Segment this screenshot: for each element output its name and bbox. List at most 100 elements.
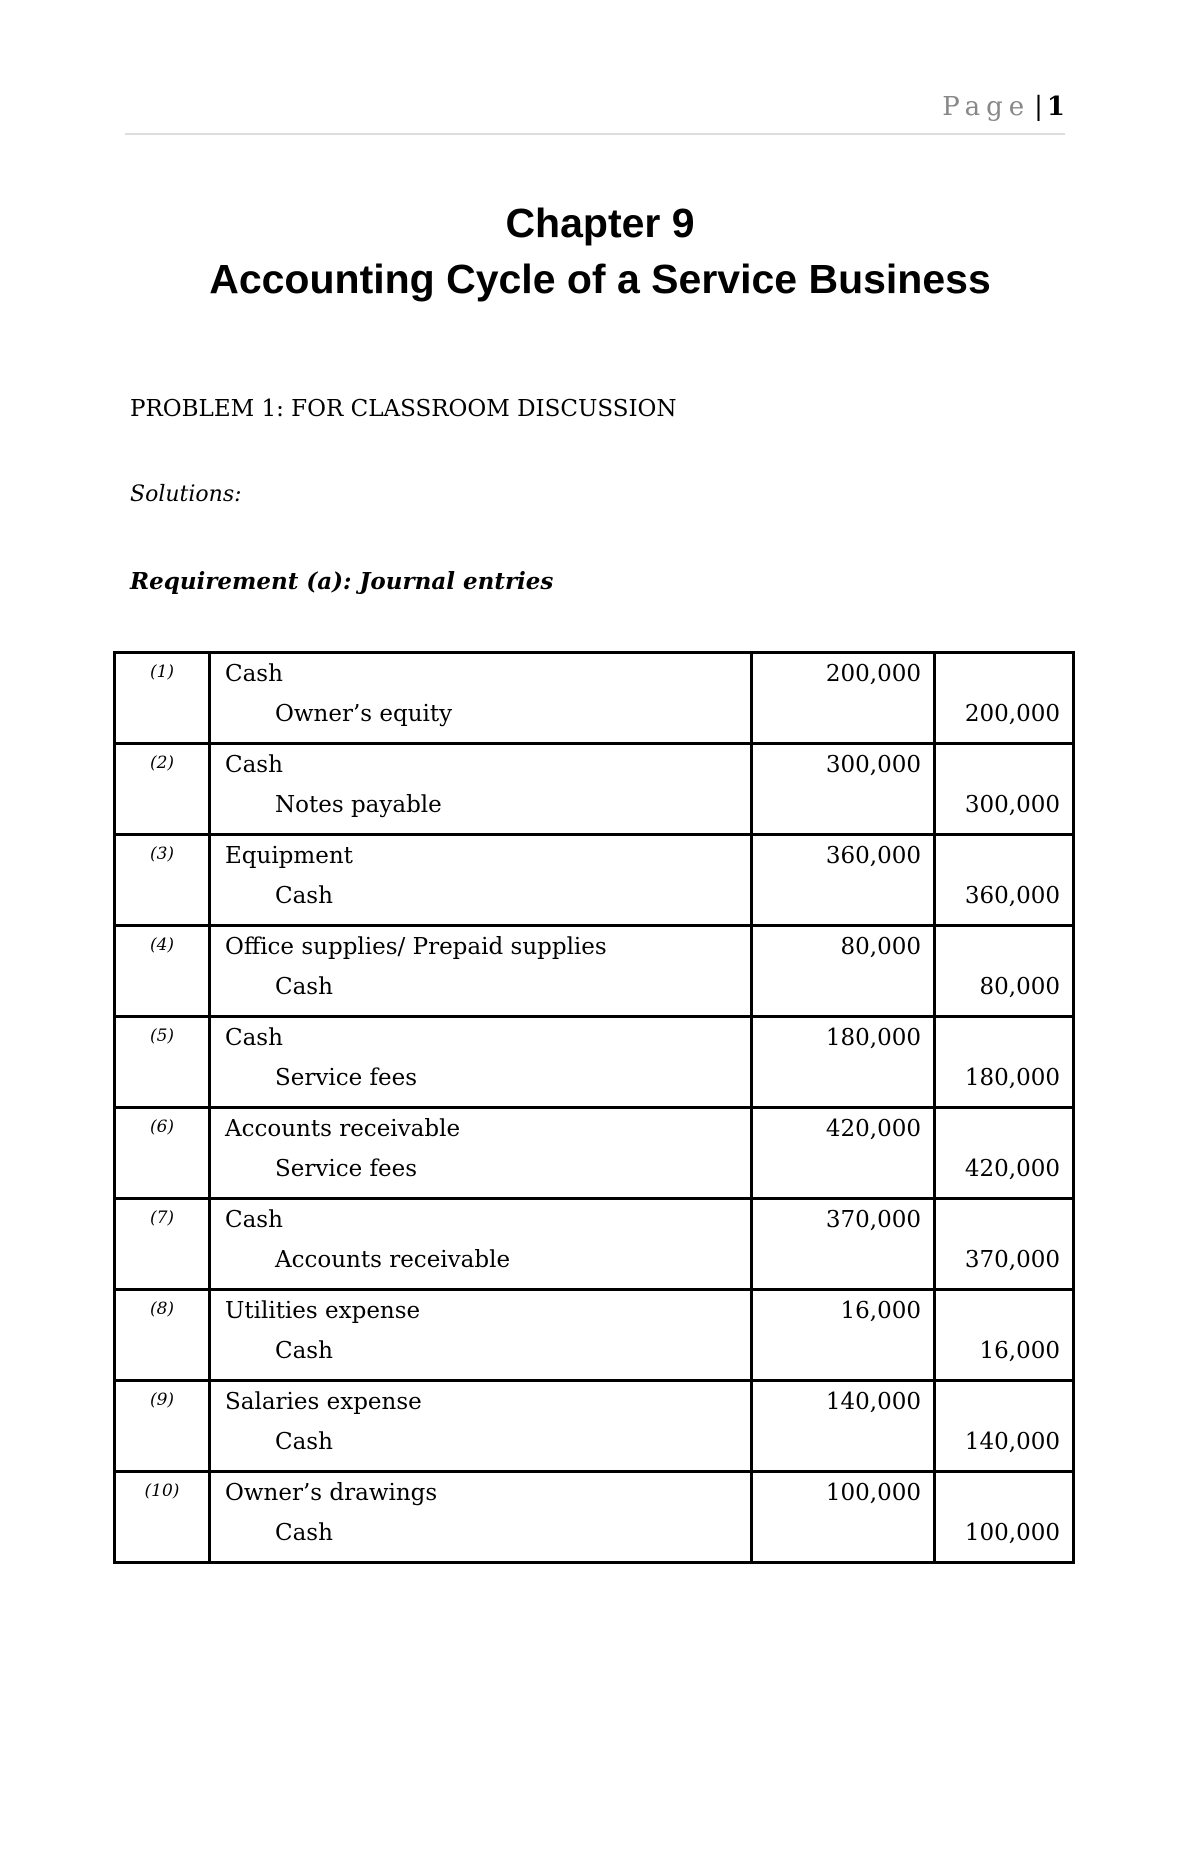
account-cell: Owner’s drawings Cash: [208, 1470, 753, 1564]
credit-amount: 100,000: [964, 1520, 1060, 1546]
header-rule: [125, 133, 1065, 135]
entry-number: (4): [113, 924, 211, 1018]
debit-account: Equipment: [225, 843, 353, 869]
debit-amount: 200,000: [825, 661, 921, 687]
debit-amount: 100,000: [825, 1480, 921, 1506]
debit-account: Utilities expense: [225, 1298, 421, 1324]
debit-cell: 200,000: [750, 651, 936, 745]
debit-account: Salaries expense: [225, 1389, 422, 1415]
journal-entry-row: (7) Cash Accounts receivable 370,000 370,000: [113, 1197, 1075, 1291]
page-label: Page: [942, 92, 1031, 122]
debit-account: Accounts receivable: [225, 1116, 461, 1142]
credit-cell: 80,000: [933, 924, 1075, 1018]
account-cell: Cash Accounts receivable: [208, 1197, 753, 1291]
entry-number: (1): [113, 651, 211, 745]
credit-amount: 80,000: [979, 974, 1060, 1000]
entry-number: (2): [113, 742, 211, 836]
entry-number: (8): [113, 1288, 211, 1382]
journal-entry-row: (1) Cash Owner’s equity 200,000 200,000: [113, 651, 1075, 745]
journal-entry-row: (2) Cash Notes payable 300,000 300,000: [113, 742, 1075, 836]
debit-account: Cash: [225, 1207, 283, 1233]
debit-amount: 140,000: [825, 1389, 921, 1415]
chapter-number: Chapter 9: [505, 200, 695, 246]
credit-account: Cash: [275, 883, 333, 909]
journal-entry-row: (8) Utilities expense Cash 16,000 16,000: [113, 1288, 1075, 1382]
credit-account: Service fees: [275, 1156, 418, 1182]
problem-heading: PROBLEM 1: FOR CLASSROOM DISCUSSION: [130, 396, 677, 422]
debit-amount: 80,000: [840, 934, 921, 960]
account-cell: Cash Owner’s equity: [208, 651, 753, 745]
entry-number: (9): [113, 1379, 211, 1473]
debit-cell: 16,000: [750, 1288, 936, 1382]
debit-cell: 140,000: [750, 1379, 936, 1473]
debit-cell: 180,000: [750, 1015, 936, 1109]
debit-cell: 360,000: [750, 833, 936, 927]
debit-account: Cash: [225, 661, 283, 687]
account-cell: Utilities expense Cash: [208, 1288, 753, 1382]
credit-account: Owner’s equity: [275, 701, 453, 727]
credit-amount: 420,000: [964, 1156, 1060, 1182]
chapter-name: Accounting Cycle of a Service Business: [209, 256, 991, 302]
credit-cell: 200,000: [933, 651, 1075, 745]
credit-amount: 140,000: [964, 1429, 1060, 1455]
account-cell: Cash Service fees: [208, 1015, 753, 1109]
account-cell: Accounts receivable Service fees: [208, 1106, 753, 1200]
debit-cell: 80,000: [750, 924, 936, 1018]
account-cell: Office supplies/ Prepaid supplies Cash: [208, 924, 753, 1018]
page-number: 1: [1046, 92, 1065, 122]
entry-number: (3): [113, 833, 211, 927]
debit-amount: 420,000: [825, 1116, 921, 1142]
entry-number: (10): [113, 1470, 211, 1564]
requirement-heading: Requirement (a): Journal entries: [130, 568, 554, 595]
debit-cell: 370,000: [750, 1197, 936, 1291]
credit-cell: 420,000: [933, 1106, 1075, 1200]
debit-account: Owner’s drawings: [225, 1480, 438, 1506]
credit-amount: 300,000: [964, 792, 1060, 818]
page-header: Page | 1: [942, 92, 1065, 122]
entry-number: (7): [113, 1197, 211, 1291]
credit-account: Cash: [275, 974, 333, 1000]
solutions-label: Solutions:: [130, 482, 242, 507]
credit-account: Accounts receivable: [275, 1247, 511, 1273]
debit-account: Cash: [225, 1025, 283, 1051]
credit-cell: 180,000: [933, 1015, 1075, 1109]
credit-amount: 200,000: [964, 701, 1060, 727]
credit-account: Notes payable: [275, 792, 442, 818]
debit-amount: 180,000: [825, 1025, 921, 1051]
header-separator: |: [1034, 92, 1043, 122]
account-cell: Equipment Cash: [208, 833, 753, 927]
credit-amount: 360,000: [964, 883, 1060, 909]
credit-amount: 16,000: [979, 1338, 1060, 1364]
credit-cell: 360,000: [933, 833, 1075, 927]
debit-amount: 300,000: [825, 752, 921, 778]
credit-cell: 100,000: [933, 1470, 1075, 1564]
credit-account: Service fees: [275, 1065, 418, 1091]
chapter-title: Chapter 9 Accounting Cycle of a Service …: [0, 195, 1200, 307]
journal-entry-row: (5) Cash Service fees 180,000 180,000: [113, 1015, 1075, 1109]
credit-account: Cash: [275, 1520, 333, 1546]
debit-cell: 100,000: [750, 1470, 936, 1564]
debit-amount: 360,000: [825, 843, 921, 869]
credit-amount: 370,000: [964, 1247, 1060, 1273]
credit-account: Cash: [275, 1338, 333, 1364]
journal-entry-row: (4) Office supplies/ Prepaid supplies Cash…: [113, 924, 1075, 1018]
debit-cell: 420,000: [750, 1106, 936, 1200]
credit-cell: 370,000: [933, 1197, 1075, 1291]
journal-entry-row: (3) Equipment Cash 360,000 360,000: [113, 833, 1075, 927]
debit-amount: 370,000: [825, 1207, 921, 1233]
credit-amount: 180,000: [964, 1065, 1060, 1091]
debit-account: Office supplies/ Prepaid supplies: [225, 934, 607, 960]
credit-cell: 16,000: [933, 1288, 1075, 1382]
credit-cell: 140,000: [933, 1379, 1075, 1473]
account-cell: Salaries expense Cash: [208, 1379, 753, 1473]
journal-entry-row: (6) Accounts receivable Service fees 420,00…: [113, 1106, 1075, 1200]
entry-number: (5): [113, 1015, 211, 1109]
entry-number: (6): [113, 1106, 211, 1200]
journal-entry-row: (10) Owner’s drawings Cash 100,000 100,000: [113, 1470, 1075, 1564]
debit-account: Cash: [225, 752, 283, 778]
journal-entry-row: (9) Salaries expense Cash 140,000 140,000: [113, 1379, 1075, 1473]
credit-account: Cash: [275, 1429, 333, 1455]
debit-amount: 16,000: [840, 1298, 921, 1324]
account-cell: Cash Notes payable: [208, 742, 753, 836]
debit-cell: 300,000: [750, 742, 936, 836]
